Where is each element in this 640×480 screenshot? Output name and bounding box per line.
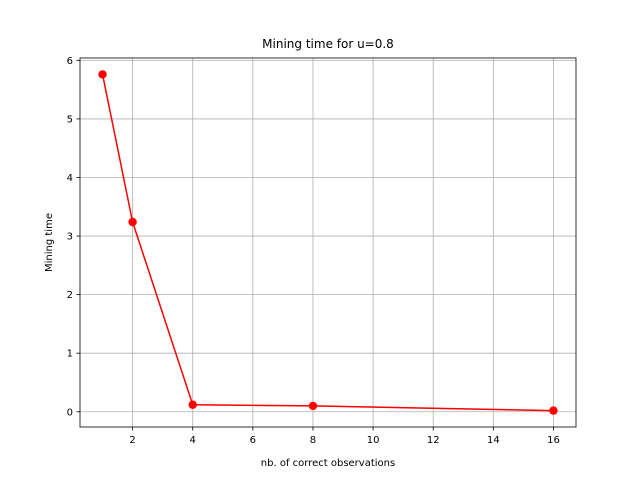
y-tick-label: 6 [67, 56, 73, 67]
y-axis-ticks: 0 1 2 3 4 5 6 [67, 56, 80, 418]
data-point [549, 406, 558, 415]
x-tick-label: 16 [547, 435, 560, 446]
y-tick-label: 3 [67, 232, 73, 243]
x-tick-label: 8 [310, 435, 316, 446]
x-tick-label: 2 [129, 435, 135, 446]
data-point [98, 70, 107, 79]
grid [80, 58, 576, 427]
plot-frame [79, 57, 577, 428]
x-axis-label: nb. of correct observations [261, 458, 395, 469]
x-axis-ticks: 2 4 6 8 10 12 14 16 [129, 427, 560, 446]
x-tick-label: 12 [427, 435, 440, 446]
y-tick-label: 1 [67, 349, 73, 360]
x-tick-label: 14 [487, 435, 500, 446]
x-tick-label: 4 [190, 435, 196, 446]
y-tick-label: 0 [67, 407, 73, 418]
x-tick-label: 10 [367, 435, 380, 446]
series-layer [98, 70, 558, 415]
chart-title: Mining time for u=0.8 [262, 37, 394, 51]
x-tick-label: 6 [250, 435, 256, 446]
data-point [128, 217, 137, 227]
y-tick-label: 5 [67, 114, 73, 125]
y-tick-label: 2 [67, 290, 73, 301]
y-tick-label: 4 [67, 173, 73, 184]
y-axis-label: Mining time [44, 213, 55, 272]
data-point [188, 400, 197, 409]
data-point [308, 401, 318, 411]
